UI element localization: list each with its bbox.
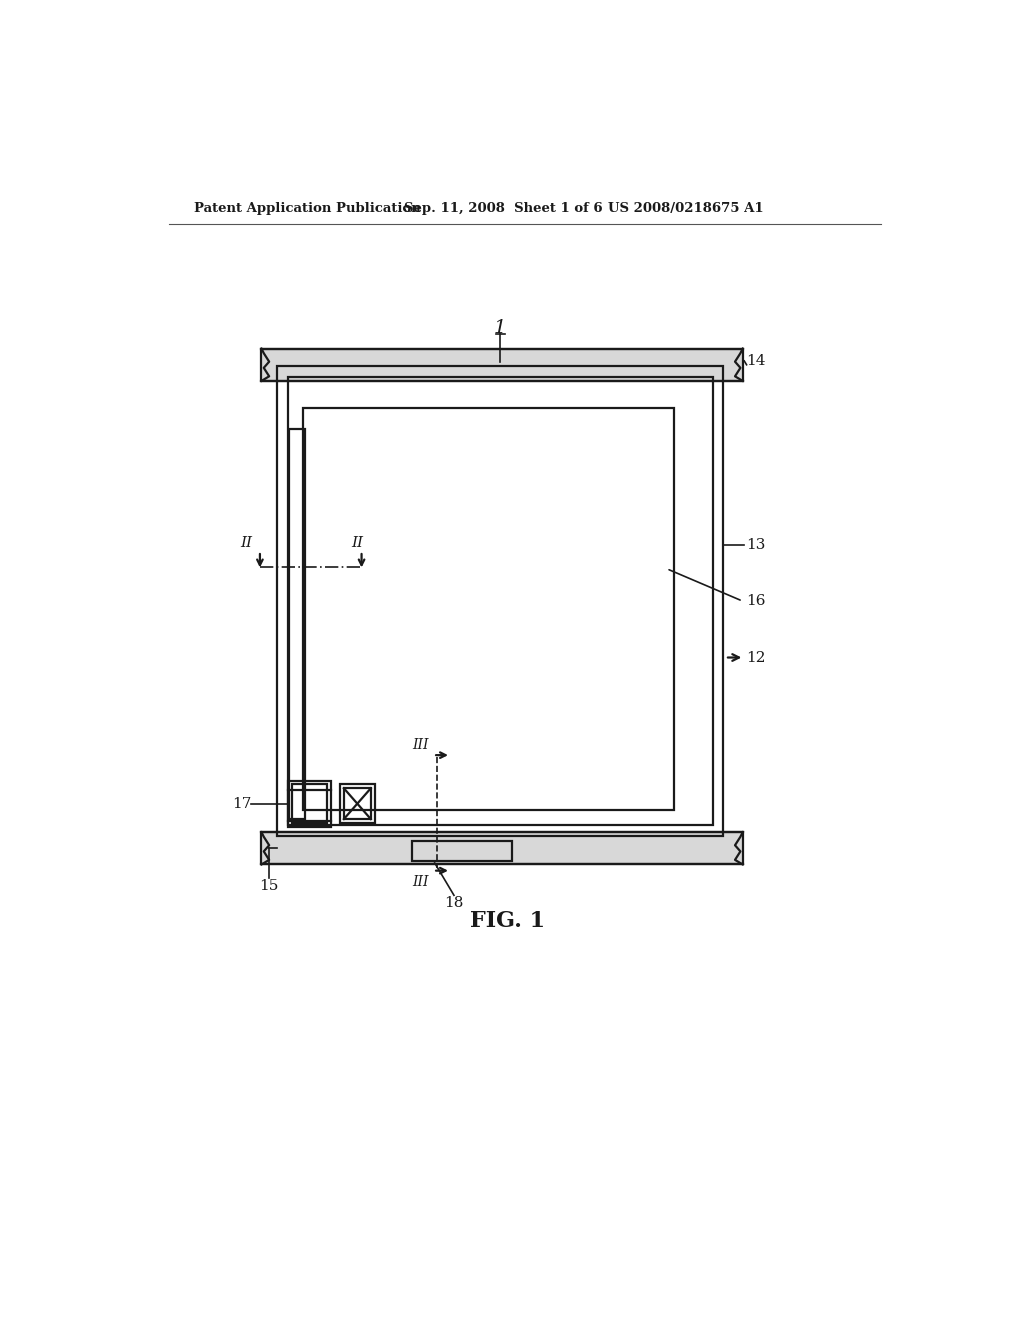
Text: 18: 18 [444, 896, 464, 909]
Text: Patent Application Publication: Patent Application Publication [194, 202, 421, 215]
Bar [292, 784, 327, 822]
Text: III: III [412, 875, 428, 890]
Text: 12: 12 [746, 651, 766, 664]
Bar [344, 788, 371, 818]
Text: 13: 13 [746, 537, 766, 552]
Text: 15: 15 [259, 879, 279, 894]
Bar [288, 378, 713, 825]
Bar [276, 367, 724, 836]
Text: III: III [412, 738, 428, 752]
Text: II: II [240, 536, 252, 550]
Bar [289, 429, 304, 818]
Text: Sep. 11, 2008  Sheet 1 of 6: Sep. 11, 2008 Sheet 1 of 6 [403, 202, 602, 215]
Text: 17: 17 [232, 797, 252, 810]
Text: II: II [351, 536, 364, 550]
Text: FIG. 1: FIG. 1 [470, 909, 546, 932]
Bar [412, 841, 512, 862]
Text: 16: 16 [746, 594, 766, 609]
Text: US 2008/0218675 A1: US 2008/0218675 A1 [608, 202, 764, 215]
Text: 1: 1 [494, 319, 506, 337]
Bar [261, 832, 742, 865]
Bar [303, 408, 674, 810]
Bar [261, 348, 742, 381]
Text: 14: 14 [746, 354, 766, 368]
Bar [289, 780, 331, 826]
Bar [340, 784, 375, 822]
